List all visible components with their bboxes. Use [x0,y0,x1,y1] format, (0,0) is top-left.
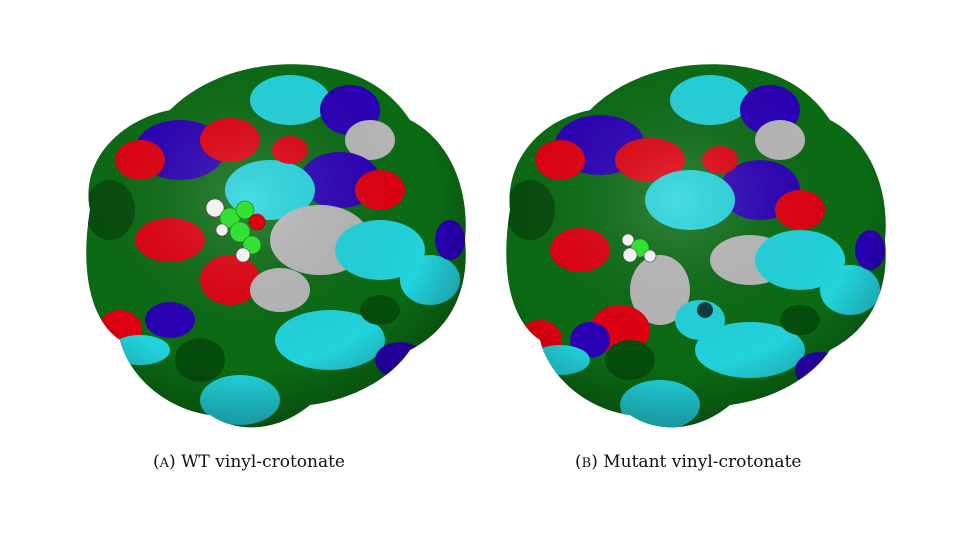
caption-b-label: (B) [575,452,598,472]
caption-b: (B) Mutant vinyl-crotonate [575,452,801,472]
panel-a [50,40,490,440]
caption-a-label: (A) [153,452,176,472]
wt-protein-surface-image [86,64,466,428]
surface-patches-a [86,64,466,428]
ligand-b [621,233,657,263]
caption-a-text: WT vinyl-crotonate [181,452,345,472]
mutant-protein-surface-image [506,64,886,428]
caption-b-text: Mutant vinyl-crotonate [603,452,802,472]
caption-a: (A) WT vinyl-crotonate [153,452,345,472]
surface-patches-b [506,64,886,428]
panel-b [480,40,920,440]
ligand-a [205,198,266,263]
